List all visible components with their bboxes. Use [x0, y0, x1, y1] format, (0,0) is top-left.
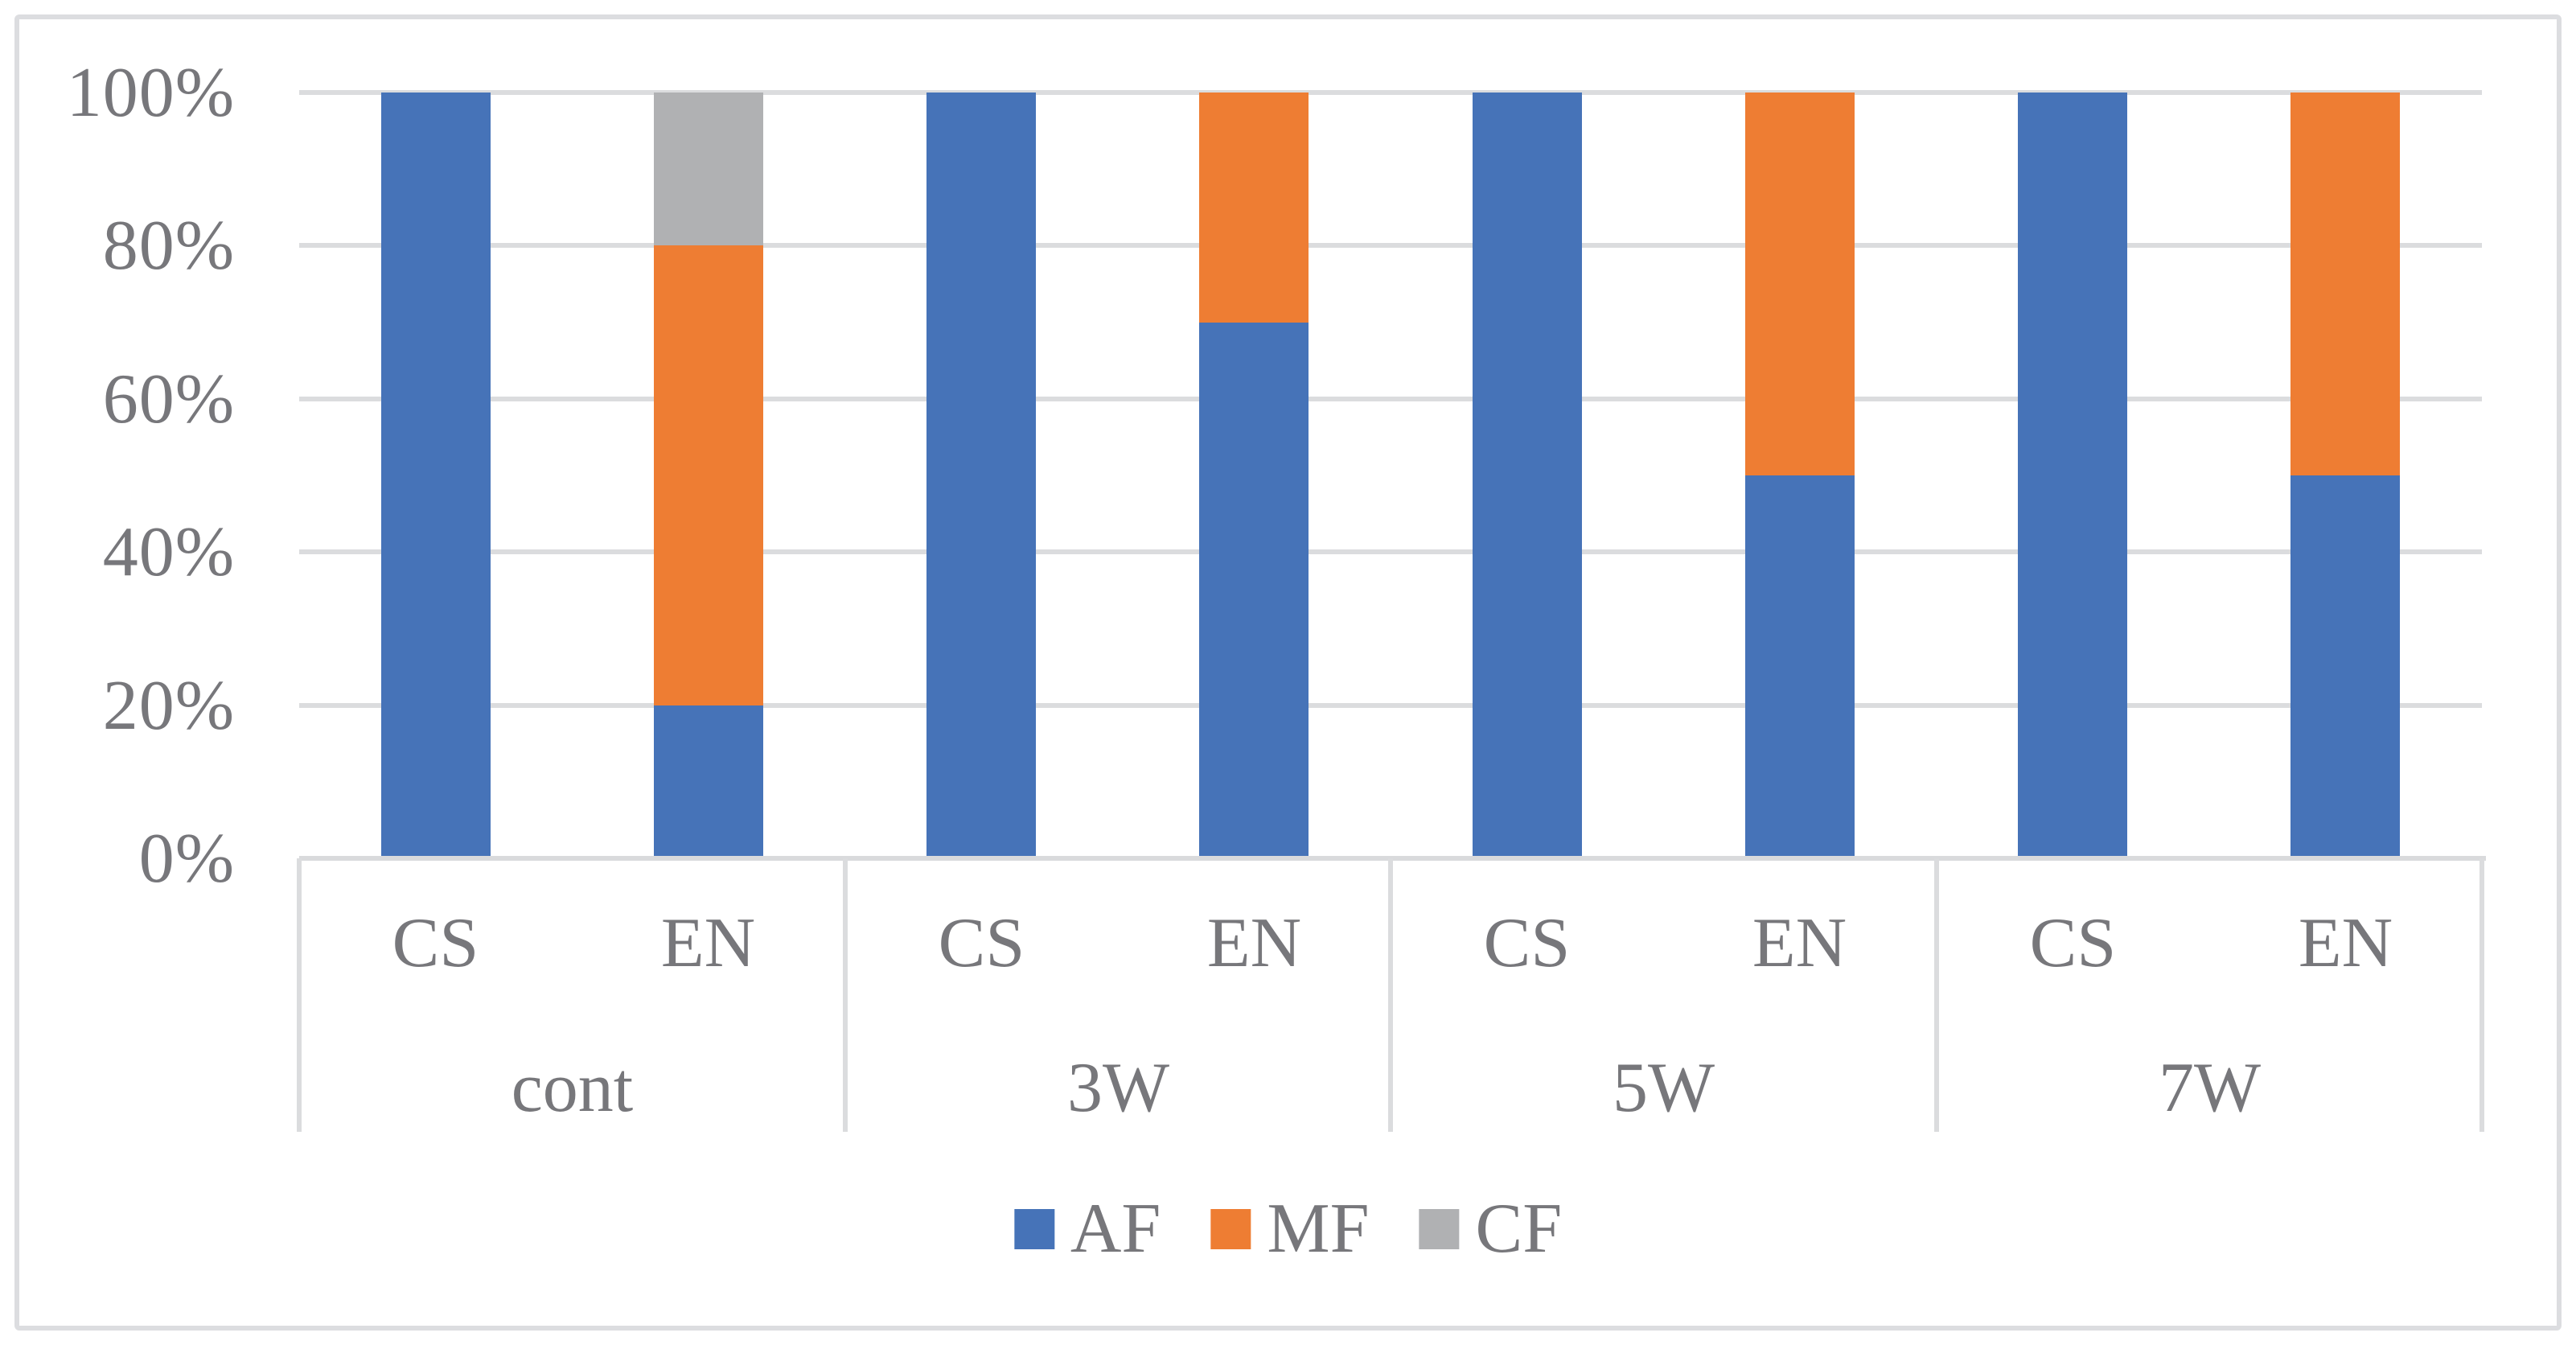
bar-segment-AF [1199, 322, 1309, 858]
legend: AF MF CF [1013, 1188, 1563, 1269]
gridline [299, 90, 2482, 95]
gridline [299, 549, 2482, 554]
legend-swatch-AF [1013, 1208, 1054, 1249]
y-axis-tick-label: 60% [102, 360, 235, 438]
bar-7W-CS [2018, 93, 2127, 858]
legend-swatch-MF [1210, 1208, 1251, 1249]
legend-item-CF: CF [1419, 1188, 1563, 1269]
y-axis-tick-label: 80% [102, 206, 235, 285]
bar-segment-MF [1745, 93, 1855, 475]
plot-area [299, 90, 2482, 858]
legend-item-AF: AF [1013, 1188, 1161, 1269]
bar-segment-AF [2290, 475, 2400, 858]
bar-7W-EN [2290, 93, 2400, 858]
sub-category-label: EN [2298, 903, 2393, 982]
sub-category-label: CS [938, 903, 1025, 982]
legend-label: MF [1267, 1190, 1370, 1268]
sub-category-label: CS [1483, 903, 1571, 982]
bar-segment-AF [926, 93, 1036, 858]
group-label-5W: 5W [1612, 1048, 1715, 1127]
category-table-divider [843, 858, 848, 1132]
category-table-divider [1934, 858, 1939, 1132]
legend-label: CF [1475, 1190, 1563, 1268]
group-label-3W: 3W [1066, 1048, 1170, 1127]
gridline [299, 703, 2482, 708]
y-axis-tick-label: 0% [138, 819, 235, 898]
bar-5W-CS [1473, 93, 1582, 858]
legend-swatch-CF [1419, 1208, 1460, 1249]
group-label-cont: cont [511, 1048, 634, 1127]
y-axis-tick-label: 40% [102, 512, 235, 591]
bar-3W-CS [926, 93, 1036, 858]
bar-segment-MF [2290, 93, 2400, 475]
legend-label: AF [1070, 1190, 1161, 1268]
bar-segment-AF [381, 93, 491, 858]
legend-item-MF: MF [1210, 1188, 1370, 1269]
bar-5W-EN [1745, 93, 1855, 858]
y-axis-tick-label: 100% [66, 53, 235, 132]
bar-segment-AF [2018, 93, 2127, 858]
category-table-divider [1388, 858, 1393, 1132]
bar-segment-AF [654, 705, 763, 858]
sub-category-label: EN [1206, 903, 1302, 982]
category-table-divider [297, 858, 302, 1132]
bar-segment-CF [654, 93, 763, 246]
sub-category-label: EN [1752, 903, 1847, 982]
bar-segment-MF [654, 245, 763, 705]
group-label-7W: 7W [2158, 1048, 2262, 1127]
bar-cont-CS [381, 93, 491, 858]
bar-segment-AF [1473, 93, 1582, 858]
y-axis-tick-label: 20% [102, 666, 235, 745]
gridline [299, 397, 2482, 401]
bar-segment-AF [1745, 475, 1855, 858]
bar-segment-MF [1199, 93, 1309, 323]
sub-category-label: CS [392, 903, 479, 982]
bar-cont-EN [654, 93, 763, 858]
category-table-divider [2479, 858, 2484, 1132]
gridline [299, 243, 2482, 248]
sub-category-label: EN [660, 903, 756, 982]
sub-category-label: CS [2029, 903, 2117, 982]
bar-3W-EN [1199, 93, 1309, 858]
